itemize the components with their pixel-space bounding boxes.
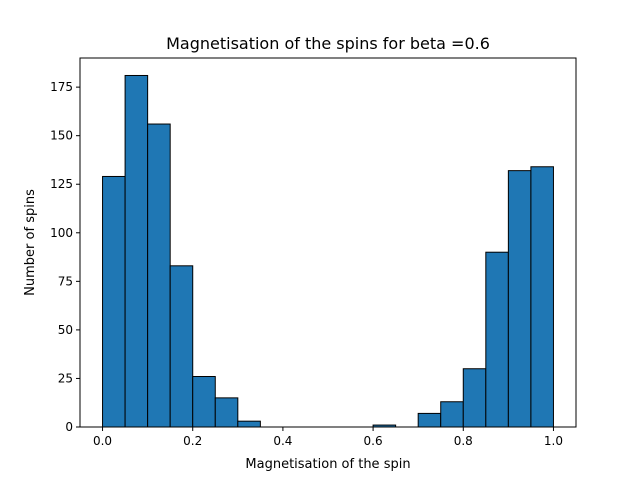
chart-title: Magnetisation of the spins for beta =0.6 [166, 34, 490, 53]
x-tick-label: 0.0 [93, 434, 112, 448]
y-tick-label: 175 [50, 80, 73, 94]
histogram-bar [192, 376, 216, 428]
histogram-bar [485, 251, 509, 428]
histogram-bar [124, 74, 149, 428]
x-axis-ticks: 0.0 0.2 0.4 0.6 0.8 1.0 [93, 427, 563, 448]
histogram-bar [102, 175, 126, 428]
y-tick-label: 25 [58, 371, 73, 385]
histogram-bar [169, 265, 194, 428]
histogram-bar [237, 420, 261, 428]
x-tick-label: 1.0 [544, 434, 563, 448]
y-tick-label: 125 [50, 177, 73, 191]
y-axis-label: Number of spins [23, 189, 38, 296]
x-tick-label: 0.4 [273, 434, 292, 448]
histogram-bar [530, 166, 554, 428]
histogram-bar [440, 401, 464, 428]
plot-frame [79, 57, 577, 428]
y-tick-label: 100 [50, 226, 73, 240]
histogram-bar [147, 123, 171, 428]
histogram-bar [507, 170, 532, 428]
x-axis-label: Magnetisation of the spin [245, 457, 410, 472]
histogram-bar [417, 412, 442, 428]
y-axis-ticks: 0 25 50 75 100 125 150 175 [50, 80, 80, 434]
histogram-bar [462, 368, 487, 428]
histogram-bar [214, 397, 239, 428]
x-tick-label: 0.8 [454, 434, 473, 448]
y-tick-label: 75 [58, 274, 73, 288]
y-tick-label: 50 [58, 323, 73, 337]
x-tick-label: 0.2 [183, 434, 202, 448]
bars-group [102, 74, 554, 428]
x-tick-label: 0.6 [364, 434, 383, 448]
y-tick-label: 150 [50, 129, 73, 143]
y-tick-label: 0 [65, 420, 73, 434]
